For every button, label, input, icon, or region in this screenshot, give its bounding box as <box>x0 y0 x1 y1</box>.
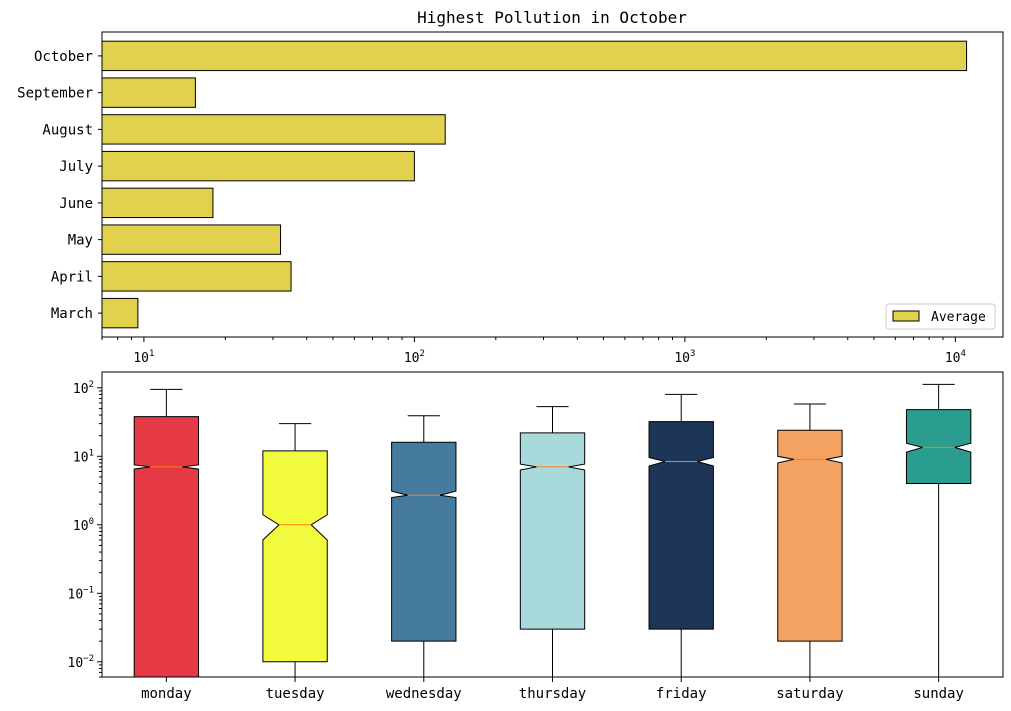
box-friday <box>648 393 714 677</box>
x-tick-label-wednesday: wednesday <box>386 686 462 702</box>
top-plot-frame <box>101 31 1004 338</box>
y-tick-label-exponent: 2 <box>89 380 94 390</box>
bottom-x-ticks: monday tuesday wednesday thursday friday satu… <box>141 677 964 702</box>
box-saturday <box>777 403 843 677</box>
x-tick-label-friday: friday <box>656 686 707 702</box>
legend-swatch <box>892 310 920 322</box>
y-tick-label: 101 <box>73 448 94 465</box>
x-tick-label-exponent: 1 <box>149 349 154 359</box>
y-tick-label-exponent: 0 <box>89 517 94 527</box>
box-body-monday <box>133 416 200 678</box>
y-tick-label-base: 10 <box>73 450 89 465</box>
x-tick-label-base: 10 <box>133 351 149 366</box>
x-tick-label-monday: monday <box>141 686 192 702</box>
y-tick-label: 100 <box>73 517 94 534</box>
top-bars <box>101 40 968 329</box>
y-tick-label-october: October <box>34 49 93 65</box>
box-body-sunday <box>905 409 972 485</box>
y-tick-label: 10−2 <box>68 654 95 671</box>
y-tick-label-june: June <box>59 196 93 212</box>
box-body-wednesday <box>391 441 457 642</box>
y-tick-label-base: 10 <box>68 587 84 602</box>
y-tick-label-base: 10 <box>73 382 89 397</box>
box-body-friday <box>648 421 714 630</box>
legend-box <box>885 303 996 330</box>
bar-june <box>101 187 214 219</box>
box-thursday <box>519 406 586 677</box>
y-tick-label-base: 10 <box>73 519 89 534</box>
bar-may <box>101 224 282 255</box>
x-tick-label: 102 <box>404 349 425 366</box>
bottom-plot-frame <box>101 371 1004 678</box>
x-tick-label-exponent: 2 <box>420 349 425 359</box>
x-tick-label-sunday: sunday <box>913 686 964 702</box>
x-tick-label-base: 10 <box>945 351 961 366</box>
top-x-ticks: 101 102 103 104 <box>101 337 966 366</box>
y-tick-label-exponent: 1 <box>89 448 94 458</box>
y-tick-label: 102 <box>73 380 94 397</box>
box-body-saturday <box>777 429 843 642</box>
y-tick-label: 10−1 <box>68 585 95 602</box>
boxes <box>133 383 972 678</box>
box-tuesday <box>262 423 328 677</box>
x-tick-label-thursday: thursday <box>519 686 586 702</box>
y-tick-label-march: March <box>51 306 93 322</box>
y-tick-label-exponent: −2 <box>83 654 94 664</box>
x-tick-label-saturday: saturday <box>776 686 843 702</box>
top-bar-chart: Highest Pollution in October MarchAprilM… <box>17 8 1004 366</box>
y-tick-label-july: July <box>59 159 93 175</box>
x-tick-label: 101 <box>133 349 154 366</box>
top-chart-title: Highest Pollution in October <box>417 8 687 27</box>
x-tick-label-base: 10 <box>404 351 420 366</box>
x-tick-label-tuesday: tuesday <box>266 686 325 702</box>
y-tick-label-base: 10 <box>68 656 84 671</box>
y-tick-label-august: August <box>42 122 93 138</box>
x-tick-label-base: 10 <box>674 351 690 366</box>
y-tick-label-may: May <box>68 233 93 249</box>
bar-september <box>101 77 196 108</box>
top-y-ticks: March April May June July August September Octo… <box>17 49 102 322</box>
bar-august <box>101 114 446 145</box>
y-tick-label-exponent: −1 <box>83 585 94 595</box>
box-sunday <box>905 383 972 677</box>
bar-october <box>101 40 968 72</box>
box-wednesday <box>391 415 457 677</box>
x-tick-label-exponent: 4 <box>960 349 965 359</box>
bar-march <box>101 297 139 329</box>
x-tick-label: 104 <box>945 349 966 366</box>
box-body-thursday <box>519 432 586 630</box>
box-body-tuesday <box>262 450 328 663</box>
x-tick-label-exponent: 3 <box>690 349 695 359</box>
x-tick-label: 103 <box>674 349 695 366</box>
y-tick-label-september: September <box>17 86 93 102</box>
box-monday <box>133 388 200 678</box>
bar-april <box>101 261 292 292</box>
y-tick-label-april: April <box>51 269 93 285</box>
legend-label: Average <box>931 310 986 325</box>
bar-july <box>101 150 415 182</box>
legend: Average <box>885 303 996 330</box>
